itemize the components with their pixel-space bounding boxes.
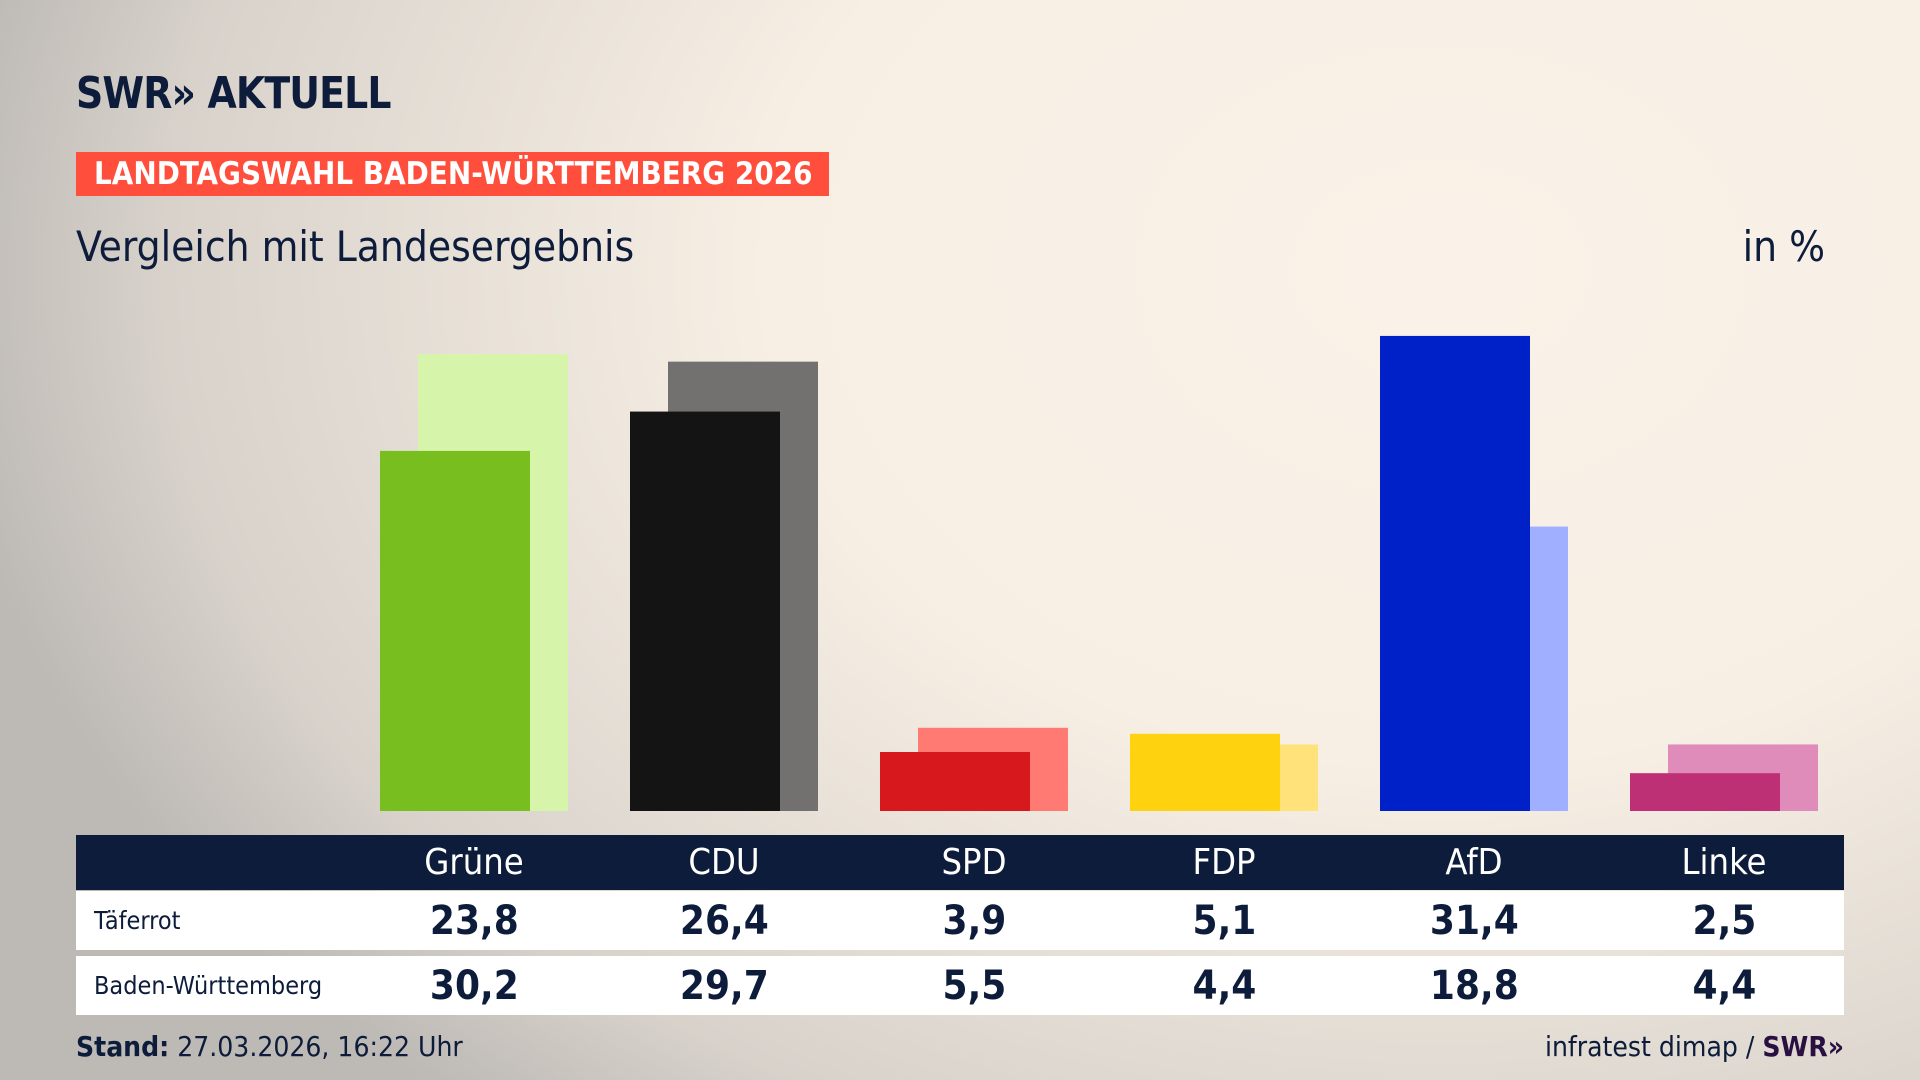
table-cell: 31,4 [1364,891,1584,950]
value-label: 23,8 [429,897,519,944]
table-cell: 2,5 [1614,891,1834,950]
chart-subtitle: Vergleich mit Landesergebnis [76,222,635,271]
table-cell: 3,9 [864,891,1084,950]
bar-cdu-local [630,411,780,811]
value-label: 2,5 [1692,897,1756,944]
bar-afd-local [1380,335,1530,811]
value-label: 26,4 [679,897,769,944]
column-header: CDU [688,842,760,883]
value-label: 4,4 [1692,962,1756,1009]
table-cell: 23,8 [364,891,584,950]
table-cell: 4,4 [1114,956,1334,1015]
value-label: 30,2 [429,962,519,1009]
unit-label: in % [1742,222,1825,271]
bar-grüne-local [380,450,530,811]
table-row: Baden-Württemberg 30,2 29,7 5,5 4,4 18,8 4,4 [76,956,1844,1015]
value-label: 5,1 [1192,897,1256,944]
swr-aktuell-logo: SWR» AKTUELL [76,68,392,119]
value-label: 31,4 [1429,897,1519,944]
table-header: Grüne CDU SPD FDP AfD Linke [76,835,1844,890]
table-cell: 26,4 [614,891,834,950]
election-banner: LANDTAGSWAHL BADEN-WÜRTTEMBERG 2026 [76,152,829,196]
stand-value: 27.03.2026, 16:22 Uhr [177,1030,463,1063]
column-header: AfD [1445,842,1503,883]
column-header: SPD [941,842,1007,883]
bar-linke-local [1630,773,1780,811]
column-header: Grüne [424,842,524,883]
stand-label: Stand: [76,1030,170,1063]
source-text: infratest dimap / [1544,1030,1755,1063]
bar-spd-local [880,751,1030,811]
table-cell: 4,4 [1614,956,1834,1015]
swr-logo: SWR» [1762,1030,1844,1063]
row-label: Täferrot [94,906,181,935]
value-label: 5,5 [942,962,1006,1009]
table-cell: 29,7 [614,956,834,1015]
column-header: Linke [1681,842,1767,883]
bar-fdp-local [1130,733,1280,811]
row-label: Baden-Württemberg [94,971,323,1000]
table-cell: 18,8 [1364,956,1584,1015]
value-label: 18,8 [1429,962,1519,1009]
table-cell: 30,2 [364,956,584,1015]
source: infratest dimap / SWR» [1545,1030,1844,1063]
value-label: 3,9 [942,897,1006,944]
table-row: Täferrot 23,8 26,4 3,9 5,1 31,4 2,5 [76,891,1844,950]
table-cell: 5,1 [1114,891,1334,950]
column-header: FDP [1192,842,1256,883]
value-label: 4,4 [1192,962,1256,1009]
table-cell: 5,5 [864,956,1084,1015]
value-label: 29,7 [679,962,769,1009]
timestamp: Stand: 27.03.2026, 16:22 Uhr [76,1030,463,1063]
bar-chart [380,335,1818,811]
